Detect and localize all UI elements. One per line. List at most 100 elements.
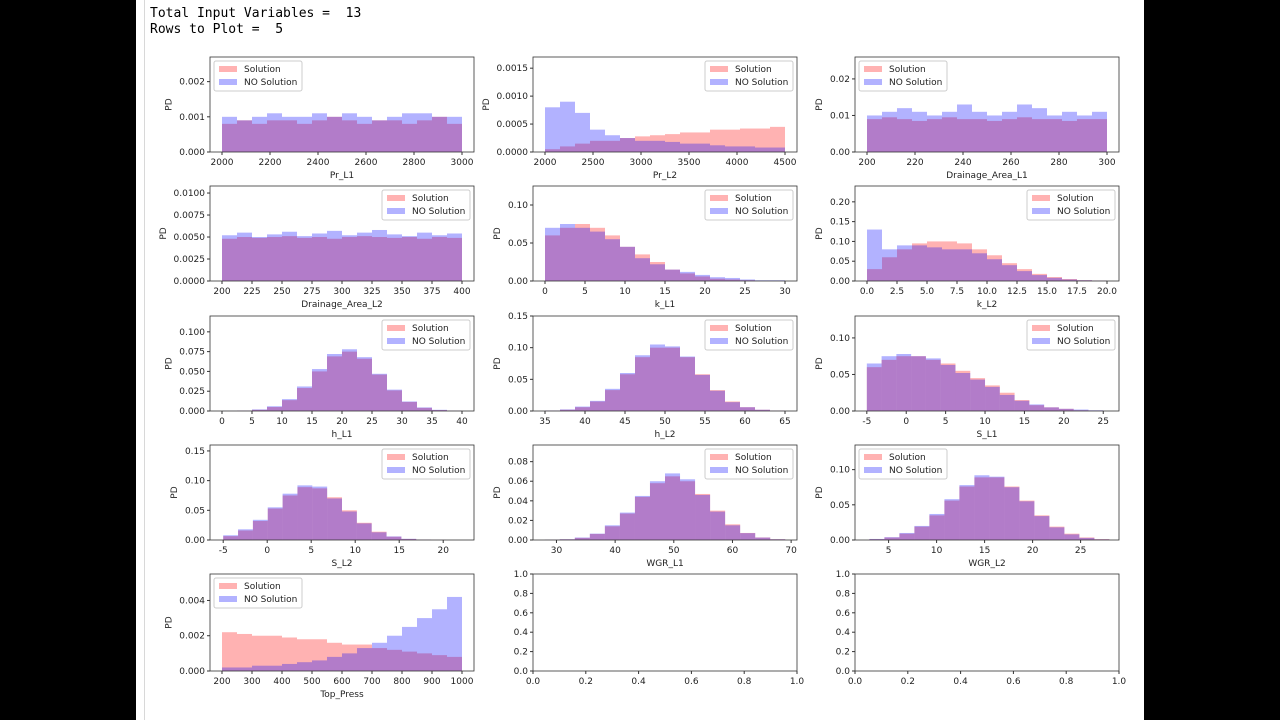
no-solution-bar: [725, 146, 740, 152]
solution-bar: [282, 400, 297, 411]
y-tick-label: 0.025: [179, 387, 205, 397]
no-solution-bar: [725, 525, 741, 540]
axes-frame: [854, 315, 1120, 412]
x-tick-label: 200: [213, 287, 230, 297]
no-solution-bar: [940, 364, 956, 411]
no-solution-bar: [402, 113, 417, 152]
solution-bar: [1032, 119, 1047, 152]
y-tick-label: 0.05: [508, 375, 528, 385]
x-tick-label: 60: [739, 417, 751, 427]
y-tick-label: 0.20: [830, 198, 850, 208]
x-tick-label: 200: [858, 158, 875, 168]
no-solution-bar: [899, 532, 915, 540]
solution-bar: [925, 359, 941, 411]
solution-bar: [927, 241, 942, 281]
legend-label: NO Solution: [412, 466, 465, 476]
y-tick-label: 0.8: [836, 589, 851, 599]
no-solution-bar: [222, 667, 237, 671]
solution-bar: [386, 536, 402, 540]
no-solution-bar: [417, 113, 432, 152]
no-solution-bar: [372, 229, 387, 281]
subplot-drainage-area-l2: 200 225 250 275 300 325 350 375 400 0.0000 0.0025 0…: [159, 185, 475, 310]
y-tick-label: 0.0025: [174, 255, 206, 265]
solution-bar: [619, 513, 635, 540]
x-tick-label: 30: [779, 287, 791, 297]
legend: Solution NO Solution: [213, 60, 303, 92]
y-tick-label: 0.02: [508, 516, 528, 526]
cell-gutter: [144, 0, 145, 720]
solution-bar: [770, 126, 785, 152]
x-tick-label: 300: [333, 287, 350, 297]
no-solution-bar: [590, 400, 605, 411]
no-solution-bar: [1019, 501, 1035, 540]
no-solution-bar: [897, 245, 912, 281]
x-tick-label: 2000: [211, 158, 234, 168]
solution-bar: [432, 655, 447, 671]
no-solution-bar: [866, 363, 882, 411]
legend-swatch: [710, 467, 728, 473]
subplot-k-l1: 0 5 10 15 20 25 30 0.00 0.05 0.10 k_L1 PD Solution NO…: [493, 185, 798, 310]
y-axis-label: PD: [815, 98, 825, 110]
y-tick-label: 0.05: [185, 506, 205, 516]
solution-bar: [575, 143, 590, 152]
no-solution-bar: [695, 374, 710, 411]
no-solution-bar: [944, 499, 960, 540]
x-tick-label: 5: [943, 417, 949, 427]
axes-frame: [854, 56, 1120, 153]
solution-bar: [387, 237, 402, 281]
no-solution-bar: [267, 406, 282, 411]
y-tick-label: 0.05: [830, 501, 850, 511]
solution-bar: [755, 537, 771, 540]
x-tick-label: 0.8: [1059, 677, 1074, 687]
solution-bar: [665, 476, 681, 540]
solution-bar: [882, 257, 897, 281]
solution-bar: [432, 116, 447, 152]
solution-bar: [1047, 277, 1062, 281]
legend-swatch: [219, 79, 237, 85]
x-tick-label: 5: [886, 546, 892, 556]
solution-bar: [929, 515, 945, 540]
x-tick-label: 40: [579, 417, 591, 427]
solution-bar: [252, 635, 267, 671]
solution-bar: [417, 407, 432, 411]
legend: Solution NO Solution: [381, 448, 471, 480]
y-tick-label: 0.075: [179, 348, 205, 358]
no-solution-bar: [590, 129, 605, 152]
solution-bar: [222, 238, 237, 281]
no-solution-bar: [1017, 271, 1032, 281]
solution-bar: [1092, 119, 1107, 152]
x-axis-label: WGR_L2: [968, 559, 1005, 569]
solution-bar: [867, 269, 882, 281]
solution-bar: [342, 351, 357, 411]
x-tick-label: 50: [659, 417, 671, 427]
legend-label: Solution: [244, 582, 281, 592]
solution-bar: [650, 347, 665, 411]
legend-label: Solution: [735, 65, 772, 75]
solution-bar: [755, 409, 770, 411]
legend-swatch: [864, 467, 882, 473]
no-solution-bar: [634, 495, 650, 540]
no-solution-bar: [282, 663, 297, 671]
y-tick-label: 0.10: [185, 477, 205, 487]
no-solution-bar: [1073, 409, 1089, 411]
solution-bar: [1004, 486, 1020, 540]
x-tick-label: 5: [582, 287, 588, 297]
no-solution-bar: [912, 245, 927, 281]
solution-bar: [327, 642, 342, 671]
no-solution-bar: [312, 660, 327, 671]
x-tick-label: 20: [437, 546, 449, 556]
plot-area: [855, 574, 1119, 671]
y-tick-label: 0.05: [508, 239, 528, 249]
legend-label: Solution: [1057, 194, 1094, 204]
solution-bar: [896, 356, 912, 411]
legend-swatch: [219, 596, 237, 602]
solution-bar: [1029, 405, 1045, 411]
x-tick-label: 0: [264, 546, 270, 556]
solution-bar: [237, 237, 252, 281]
y-tick-label: 0.050: [179, 367, 205, 377]
solution-bar: [267, 237, 282, 281]
solution-bar: [944, 500, 960, 540]
solution-bar: [432, 410, 447, 411]
solution-bar: [252, 409, 267, 411]
no-solution-bar: [357, 232, 372, 281]
